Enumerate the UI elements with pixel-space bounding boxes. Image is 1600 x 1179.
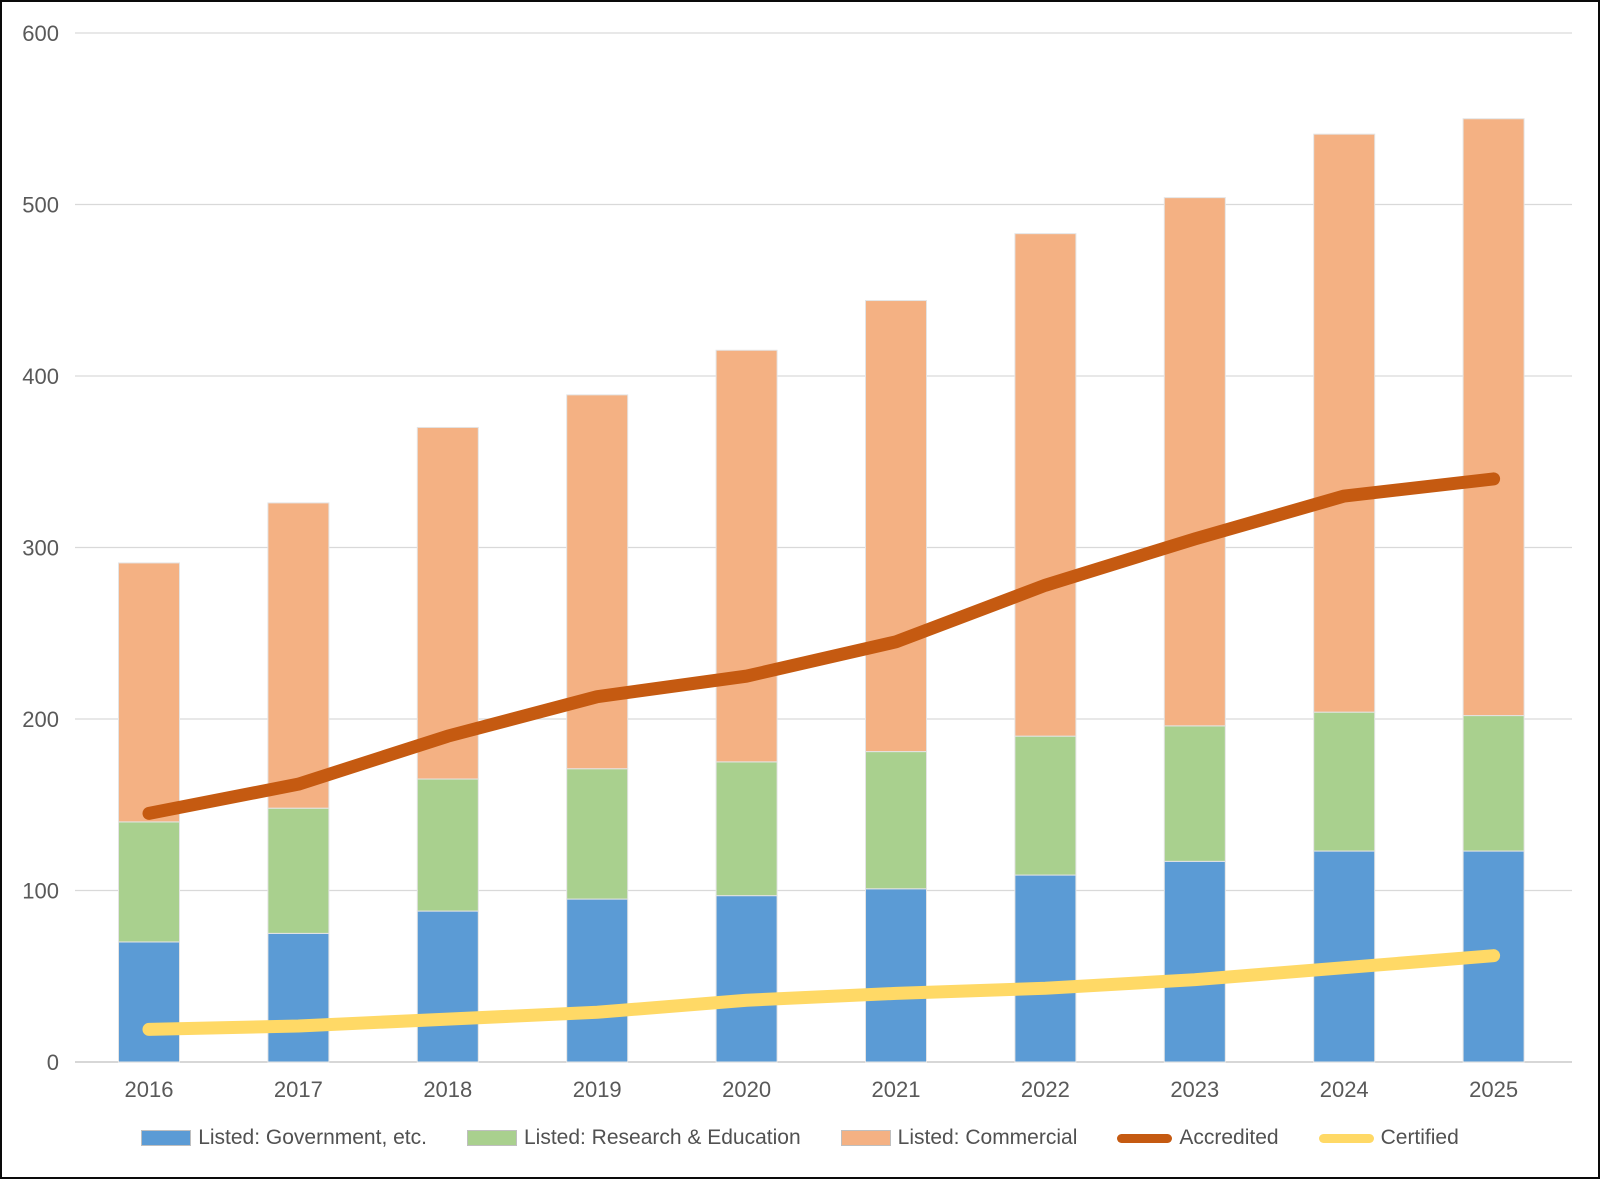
x-tick-2023: 2023 <box>1170 1077 1219 1102</box>
bar-2023-listed-research-education <box>1163 725 1226 862</box>
bar-2022-listed-commercial <box>1014 233 1077 737</box>
y-tick-600: 600 <box>22 21 59 46</box>
bar-2018-listed-commercial <box>416 426 479 780</box>
legend-item-certified: Certified <box>1318 1126 1459 1150</box>
legend-label-listed-commercial: Listed: Commercial <box>897 1126 1078 1149</box>
legend-label-accredited: Accredited <box>1179 1126 1279 1149</box>
bar-2019-listed-research-education <box>566 768 629 900</box>
y-tick-300: 300 <box>22 536 59 561</box>
x-tick-2017: 2017 <box>274 1077 323 1102</box>
x-tick-2019: 2019 <box>573 1077 622 1102</box>
legend-swatch-accredited <box>1117 1133 1173 1143</box>
bar-2021-listed-commercial <box>865 300 927 753</box>
bar-2021-listed-research-education <box>865 751 927 890</box>
y-tick-0: 0 <box>47 1050 59 1075</box>
legend-swatch-listed-commercial <box>840 1130 891 1146</box>
x-tick-2016: 2016 <box>125 1077 174 1102</box>
accredited-line <box>142 472 1501 820</box>
y-tick-200: 200 <box>22 707 59 732</box>
legend-item-listed-commercial: Listed: Commercial <box>840 1126 1078 1150</box>
x-tick-2020: 2020 <box>722 1077 771 1102</box>
bar-2016-listed-research-education <box>118 821 180 943</box>
bar-2020-listed-commercial <box>715 349 778 763</box>
bar-2017-listed-research-education <box>267 807 330 934</box>
bar-2022-listed-research-education <box>1014 735 1077 876</box>
bar-2019-listed-commercial <box>566 394 629 770</box>
legend-label-certified: Certified <box>1380 1126 1459 1149</box>
legend-item-listed-government: Listed: Government, etc. <box>141 1126 427 1150</box>
legend-label-listed-research: Listed: Research & Education <box>523 1126 801 1149</box>
bar-2020-listed-government-etc <box>715 895 778 1063</box>
y-tick-500: 500 <box>22 193 59 218</box>
bar-2016-listed-commercial <box>118 562 180 823</box>
bar-2018-listed-research-education <box>416 778 479 912</box>
x-tick-2021: 2021 <box>872 1077 921 1102</box>
y-tick-400: 400 <box>22 364 59 389</box>
legend-swatch-certified <box>1318 1133 1374 1143</box>
bar-2024-listed-commercial <box>1313 133 1376 713</box>
legend-item-listed-research: Listed: Research & Education <box>466 1126 801 1150</box>
y-tick-100: 100 <box>22 879 59 904</box>
bar-2025-listed-commercial <box>1462 118 1525 717</box>
x-tick-2025: 2025 <box>1469 1077 1518 1102</box>
bar-2017-listed-government-etc <box>267 932 330 1063</box>
bar-2018-listed-government-etc <box>416 910 479 1063</box>
legend-label-listed-government: Listed: Government, etc. <box>198 1126 427 1149</box>
bar-2020-listed-research-education <box>715 761 778 897</box>
x-tick-2022: 2022 <box>1021 1077 1070 1102</box>
legend-item-accredited: Accredited <box>1117 1126 1279 1150</box>
bar-2022-listed-government-etc <box>1014 874 1077 1063</box>
legend-swatch-listed-research <box>466 1130 517 1146</box>
certified-line <box>142 949 1501 1036</box>
bar-2017-listed-commercial <box>267 502 330 809</box>
x-tick-2018: 2018 <box>423 1077 472 1102</box>
bar-2025-listed-research-education <box>1462 715 1525 852</box>
legend-swatch-listed-government <box>141 1130 192 1146</box>
bar-2023-listed-commercial <box>1163 197 1226 727</box>
bar-2024-listed-research-education <box>1313 711 1376 852</box>
bar-2023-listed-government-etc <box>1163 860 1226 1063</box>
bar-2021-listed-government-etc <box>865 888 927 1063</box>
bar-2024-listed-government-etc <box>1313 850 1376 1063</box>
x-tick-2024: 2024 <box>1320 1077 1369 1102</box>
chart-legend: Listed: Government, etc. Listed: Researc… <box>2 1126 1598 1150</box>
bar-2016-listed-government-etc <box>118 941 180 1063</box>
bar-2019-listed-government-etc <box>566 898 629 1063</box>
